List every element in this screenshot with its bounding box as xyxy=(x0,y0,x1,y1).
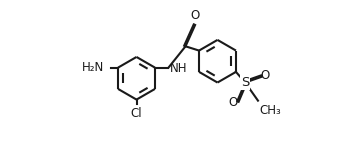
Text: NH: NH xyxy=(170,62,188,75)
Text: S: S xyxy=(241,76,249,89)
Text: CH₃: CH₃ xyxy=(259,104,281,117)
Text: O: O xyxy=(261,69,270,82)
Text: H₂N: H₂N xyxy=(82,61,105,74)
Text: O: O xyxy=(229,96,238,109)
Text: Cl: Cl xyxy=(131,107,142,120)
Text: O: O xyxy=(190,9,200,22)
